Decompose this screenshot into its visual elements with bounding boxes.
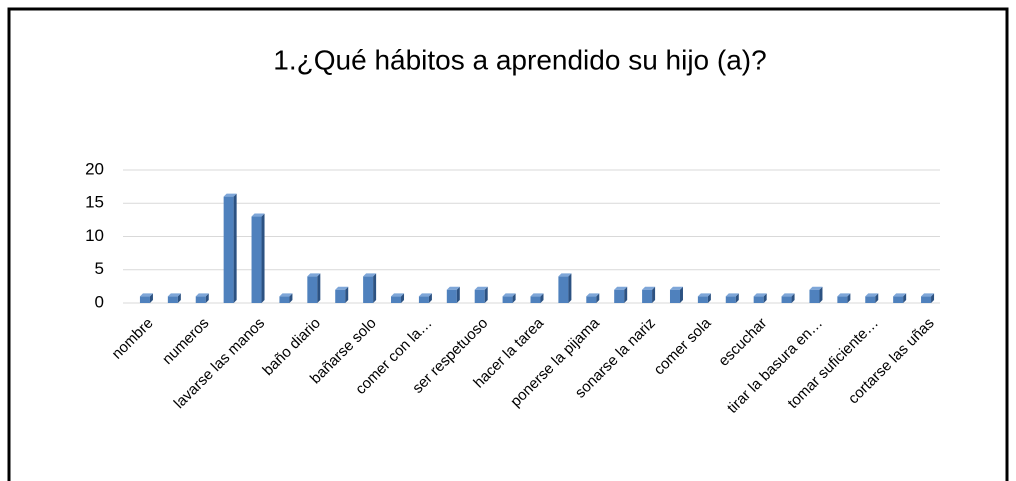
bar-side [401,293,405,303]
bar [921,296,932,303]
bar-side [819,286,823,303]
bar [139,296,150,303]
bar-side [791,293,795,303]
bar-side [931,293,935,303]
bar-side [847,293,851,303]
y-tick-label: 5 [95,259,104,278]
bar-top [363,273,377,277]
bar [697,296,708,303]
bar [558,276,569,303]
bar-side [373,273,377,303]
bar [391,296,402,303]
bar [893,296,904,303]
y-tick-label: 15 [85,193,104,212]
bar-side [177,293,181,303]
bar-top [837,293,851,297]
y-tick-label: 20 [85,159,104,178]
bar [502,296,513,303]
bar-top [418,293,432,297]
bar-side [707,293,711,303]
bar-side [428,293,432,303]
bar [781,296,792,303]
chart-title: 1.¿Qué hábitos a aprendido su hijo (a)? [273,44,766,75]
bar-side [903,293,907,303]
bar-side [596,293,600,303]
bar-top [195,293,209,297]
chart-frame [7,7,1009,481]
bar-top [697,293,711,297]
bar-side [456,286,460,303]
bar [865,296,876,303]
bar [474,289,485,303]
bar-top [391,293,405,297]
y-tick-label: 10 [85,226,104,245]
bar [614,289,625,303]
bar-side [233,193,237,303]
bar-top [279,293,293,297]
bar-top [223,193,237,197]
bar-side [624,286,628,303]
bar-top [251,213,265,217]
bar-side [149,293,153,303]
bar-top [753,293,767,297]
bar [642,289,653,303]
bar-top [893,293,907,297]
bar [279,296,290,303]
bar [363,276,374,303]
bar-top [446,286,460,290]
bar-side [345,286,349,303]
bar [753,296,764,303]
bar-top [586,293,600,297]
bar [669,289,680,303]
bar-side [512,293,516,303]
bar-top [167,293,181,297]
bar-top [139,293,153,297]
bar-side [568,273,572,303]
bar-top [502,293,516,297]
bar-side [261,213,265,303]
bar [251,216,262,303]
bar-side [484,286,488,303]
bar [446,289,457,303]
bar [809,289,820,303]
bar-side [875,293,879,303]
bar-side [763,293,767,303]
bar-top [474,286,488,290]
bar-side [735,293,739,303]
bar-top [530,293,544,297]
bar [307,276,318,303]
bar-top [781,293,795,297]
bar [837,296,848,303]
bar-top [642,286,656,290]
bar-side [540,293,544,303]
bar-top [921,293,935,297]
bar [530,296,541,303]
bar [195,296,206,303]
bar-top [809,286,823,290]
bar-top [558,273,572,277]
bar-side [317,273,321,303]
bar-top [307,273,321,277]
bar-top [725,293,739,297]
bar-side [679,286,683,303]
bar-top [865,293,879,297]
bar-top [614,286,628,290]
bar [223,196,234,303]
bar [335,289,346,303]
bar-side [205,293,209,303]
y-tick-label: 0 [95,292,104,311]
bar [167,296,178,303]
bar-top [335,286,349,290]
bar-side [652,286,656,303]
bar [418,296,429,303]
bar-side [289,293,293,303]
bar [586,296,597,303]
bar-top [669,286,683,290]
bar [725,296,736,303]
